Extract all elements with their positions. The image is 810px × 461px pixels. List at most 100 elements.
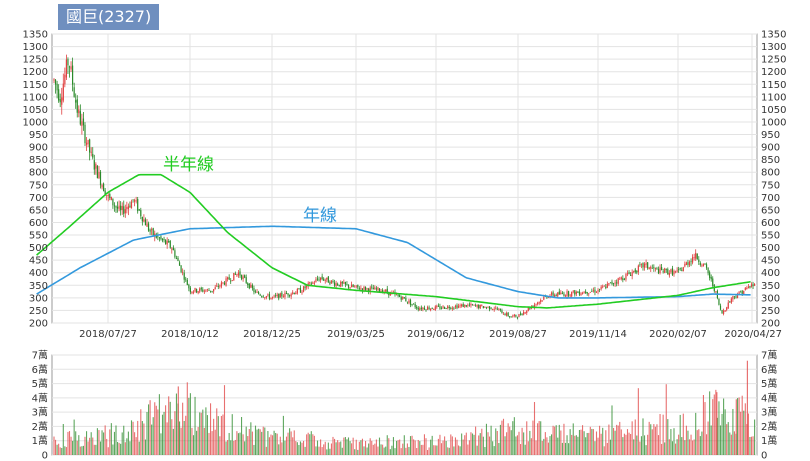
candle-body [633,270,635,272]
candle-body [499,308,501,310]
volume-bar [400,448,402,455]
volume-bar [211,431,213,455]
candle-body [614,282,616,284]
candle-body [493,308,495,310]
volume-bar [132,421,134,455]
volume-bar [698,429,700,455]
volume-bar [506,432,508,455]
volume-bar [160,433,162,455]
volume-bar [306,434,308,455]
volume-bar [293,430,295,455]
volume-bar [557,437,559,455]
candle-body [585,291,587,293]
volume-bar [645,445,647,455]
volume-bar [143,423,145,455]
candle-body [81,121,83,127]
volume-bar [613,427,615,455]
volume-bar [59,447,61,455]
volume-bar [134,432,136,455]
volume-bar [605,430,607,455]
volume-bar [295,441,297,455]
candle-body [603,285,605,287]
candle-body [227,277,229,280]
candle-body [692,257,694,263]
candle-body [456,305,458,309]
volume-bar [737,398,739,455]
candle-body [564,295,567,297]
volume-bar [161,414,164,455]
volume-bar [437,438,439,455]
volume-bar [53,436,55,455]
volume-bar [430,439,432,455]
candle-body [428,307,430,310]
candle-body [664,268,666,273]
volume-bar [577,436,579,455]
candle-body [298,288,300,290]
date-tick: 2020/04/27 [724,329,782,340]
candle-body [405,297,407,302]
volume-bar [554,426,556,455]
candle-body [211,290,213,292]
candle-body [568,291,570,296]
candle-body [290,293,292,297]
candle-body [202,289,204,292]
volume-bar [284,440,286,455]
volume-bar [594,441,596,455]
candle-body [482,306,484,309]
candle-body [504,313,506,316]
price-tick-left: 1250 [23,55,48,66]
candle-body [143,219,145,222]
candle-body [151,229,153,231]
volume-bar [112,444,114,455]
candle-body [431,307,433,309]
volume-bar [727,422,729,455]
volume-bar [564,442,567,455]
date-tick: 2019/06/12 [407,329,465,340]
volume-bar [258,428,260,455]
price-tick-left: 1000 [23,117,48,128]
candle-body [434,306,436,310]
candle-body [447,306,449,309]
candle-body [372,287,374,290]
volume-bar [659,414,661,455]
candle-body [282,296,284,298]
candle-body [681,270,683,272]
candle-body [733,296,736,298]
volume-bar [561,442,563,455]
price-tick-left: 550 [29,231,48,242]
volume-bar [72,440,74,455]
volume-bar [216,408,218,455]
volume-bar [465,432,467,455]
candle-body [234,273,236,275]
volume-bar [582,425,584,455]
candle-body [250,284,252,288]
volume-bar [96,428,98,455]
candle-body [406,301,408,303]
candle-body [478,304,480,309]
price-tick-right: 1250 [761,55,786,66]
candle-body [124,209,126,214]
volume-bar [318,446,320,455]
candle-body [236,274,238,276]
volume-bar [81,446,83,455]
candle-body [126,207,128,210]
price-tick-left: 950 [29,130,48,141]
candle-body [620,277,622,279]
candle-body [95,163,97,169]
volume-tick-left: 6萬 [32,363,48,376]
candle-body [135,200,137,202]
volume-bar [623,433,625,455]
volume-bar [329,448,331,455]
volume-bar [681,437,683,455]
candle-body [668,273,670,276]
price-tick-left: 1300 [23,42,48,53]
volume-bar [516,435,518,455]
candle-body [104,190,106,196]
candle-body [149,229,151,232]
candle-body [213,289,215,292]
candle-body [529,308,531,309]
candle-body [158,237,160,239]
volume-bar [130,420,133,455]
candle-body [550,292,553,295]
volume-bar [289,428,291,455]
